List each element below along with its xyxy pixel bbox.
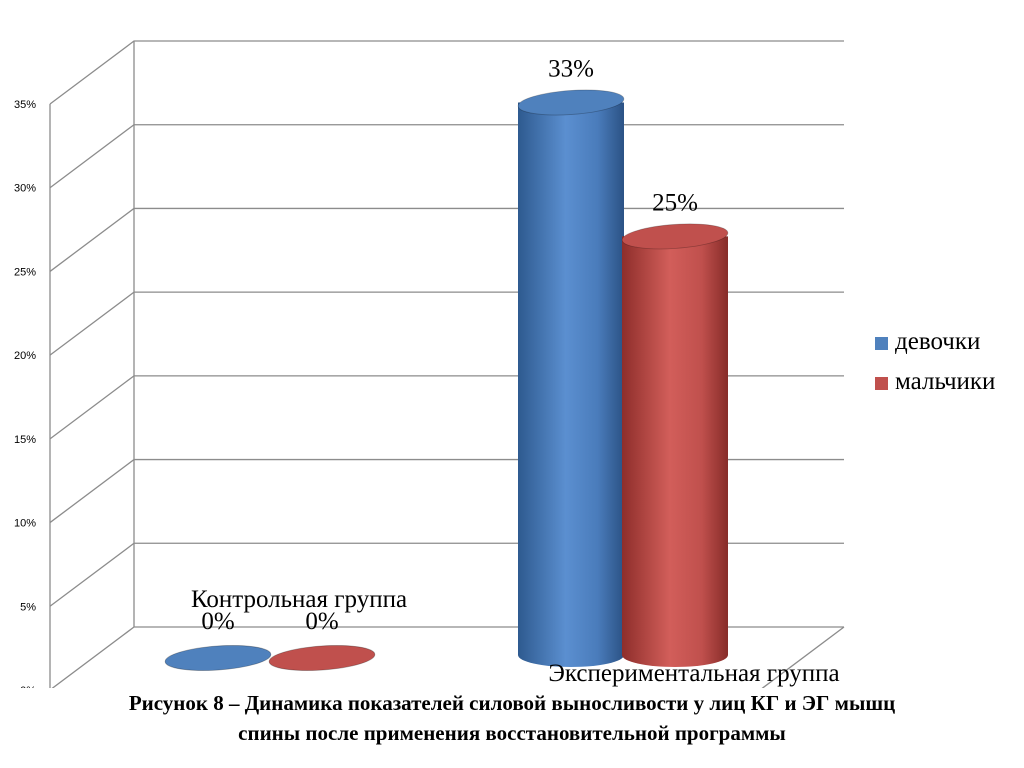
y-tick-label: 15%: [14, 434, 36, 446]
legend-label: мальчики: [895, 368, 995, 395]
bar-experimental-boys-body: [622, 236, 728, 667]
y-tick-label: 30%: [14, 183, 36, 195]
bar-experimental-girls-top: [517, 89, 625, 116]
bar-experimental-boys-top: [621, 223, 729, 250]
category-label-experimental: Экспериментальная группа: [548, 660, 839, 687]
gridline: [49, 124, 844, 189]
legend-swatch: [875, 337, 888, 350]
legend-swatch: [875, 377, 888, 390]
data-label: 0%: [201, 608, 234, 635]
figure-caption-line-2: спины после применения восстановительной…: [238, 721, 786, 745]
y-tick-label: 5%: [20, 601, 36, 613]
y-tick-label: 25%: [14, 266, 36, 278]
y-tick-label: 10%: [14, 518, 36, 530]
gridline: [49, 40, 844, 105]
y-tick-label: 0%: [20, 685, 36, 688]
y-tick-label: 35%: [14, 99, 36, 111]
figure-caption-line-1: Рисунок 8 – Динамика показателей силовой…: [128, 691, 896, 715]
floor-right-edge: [761, 626, 845, 688]
bar-experimental-girls-body: [518, 102, 624, 667]
category-label-control: Контрольная группа: [191, 586, 407, 613]
bar-control-girls: [164, 645, 272, 671]
bar-control-boys: [268, 645, 376, 671]
y-tick-label: 20%: [14, 350, 36, 362]
data-label: 25%: [652, 189, 698, 216]
chart: 0% 5% 10% 15% 20% 25% 30% 35% 0% 33% 0% 25% Контрол…: [14, 40, 995, 688]
data-label: 0%: [305, 608, 338, 635]
data-label: 33%: [548, 55, 594, 82]
legend-label: девочки: [895, 328, 980, 355]
